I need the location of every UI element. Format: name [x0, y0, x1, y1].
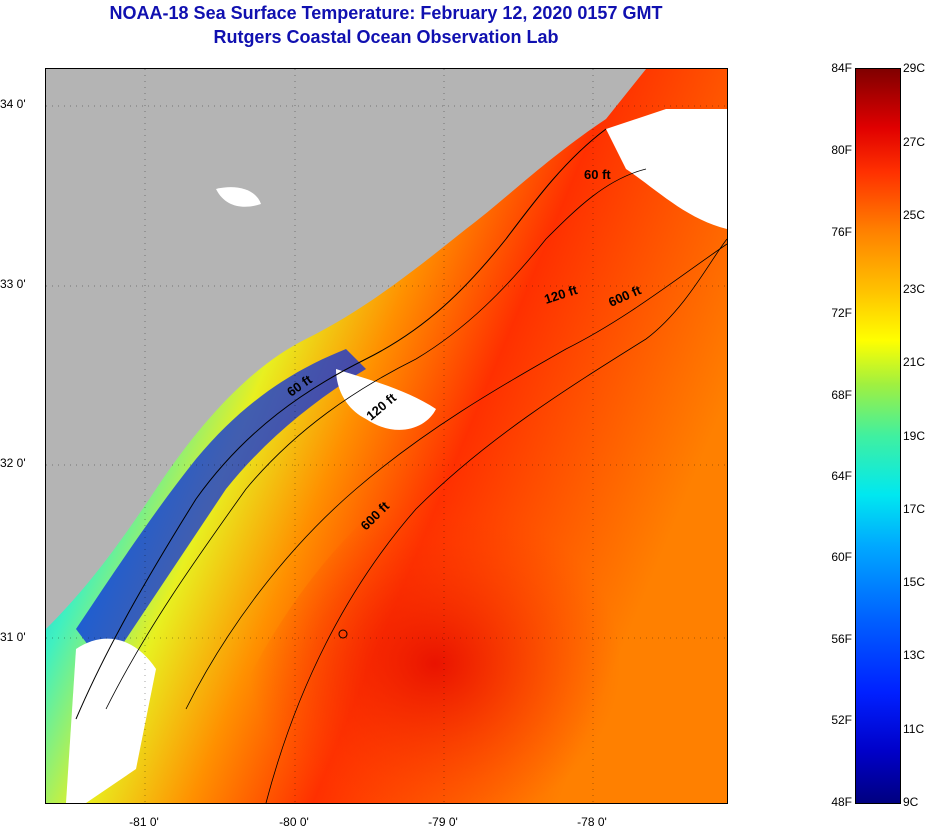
lat-label: 34 0'	[0, 97, 26, 111]
cold-coastal-band	[76, 349, 366, 669]
colorbar-f-label: 52F	[831, 713, 852, 727]
colorbar-c-label: 15C	[903, 575, 926, 589]
colorbar-f-label: 56F	[831, 632, 852, 646]
lon-label: -79 0'	[428, 815, 458, 829]
isobath-600ft	[265, 238, 727, 803]
colorbar-c-label: 23C	[903, 282, 926, 296]
lat-label: 32 0'	[0, 456, 26, 470]
colorbar-c-label: 13C	[903, 648, 926, 662]
lon-label: -81 0'	[129, 815, 159, 829]
sst-map-image: 60 ft 120 ft 600 ft 60 ft 120 ft 600 ft	[46, 69, 727, 803]
colorbar-c-label: 21C	[903, 355, 926, 369]
colorbar-f-label: 72F	[831, 306, 852, 320]
colorbar-f-label: 84F	[831, 61, 852, 75]
temperature-colorbar	[855, 68, 901, 804]
colorbar-c-label: 9C	[903, 795, 919, 809]
colorbar-f-label: 60F	[831, 550, 852, 564]
colorbar-c-label: 29C	[903, 61, 926, 75]
colorbar-c-label: 25C	[903, 208, 926, 222]
colorbar-c-label: 19C	[903, 429, 926, 443]
lon-label: -80 0'	[279, 815, 309, 829]
lat-label: 31 0'	[0, 630, 26, 644]
cloud-patch	[66, 638, 156, 803]
sst-map[interactable]: 60 ft 120 ft 600 ft 60 ft 120 ft 600 ft	[45, 68, 728, 804]
coastline	[75, 128, 607, 720]
lat-label: 33 0'	[0, 277, 26, 291]
warm-water-core	[196, 339, 727, 803]
isobath-120ft	[185, 243, 727, 710]
colorbar-f-label: 76F	[831, 225, 852, 239]
isobath-60ft	[105, 168, 647, 710]
cloud-patch	[606, 109, 727, 229]
contour-label: 60 ft	[584, 167, 611, 182]
colorbar-f-label: 68F	[831, 388, 852, 402]
colorbar-c-label: 17C	[903, 502, 926, 516]
lon-label: -78 0'	[577, 815, 607, 829]
colorbar-c-label: 11C	[903, 722, 925, 736]
colorbar-c-label: 27C	[903, 135, 926, 149]
buoy-marker	[338, 629, 348, 639]
cloud-patch	[216, 187, 261, 207]
colorbar-f-label: 64F	[831, 469, 852, 483]
map-subtitle: Rutgers Coastal Ocean Observation Lab	[213, 27, 559, 47]
map-title: NOAA-18 Sea Surface Temperature: Februar…	[109, 3, 663, 23]
colorbar-f-label: 80F	[831, 143, 852, 157]
cloud-patch	[336, 369, 436, 430]
colorbar-f-label: 48F	[831, 795, 852, 809]
